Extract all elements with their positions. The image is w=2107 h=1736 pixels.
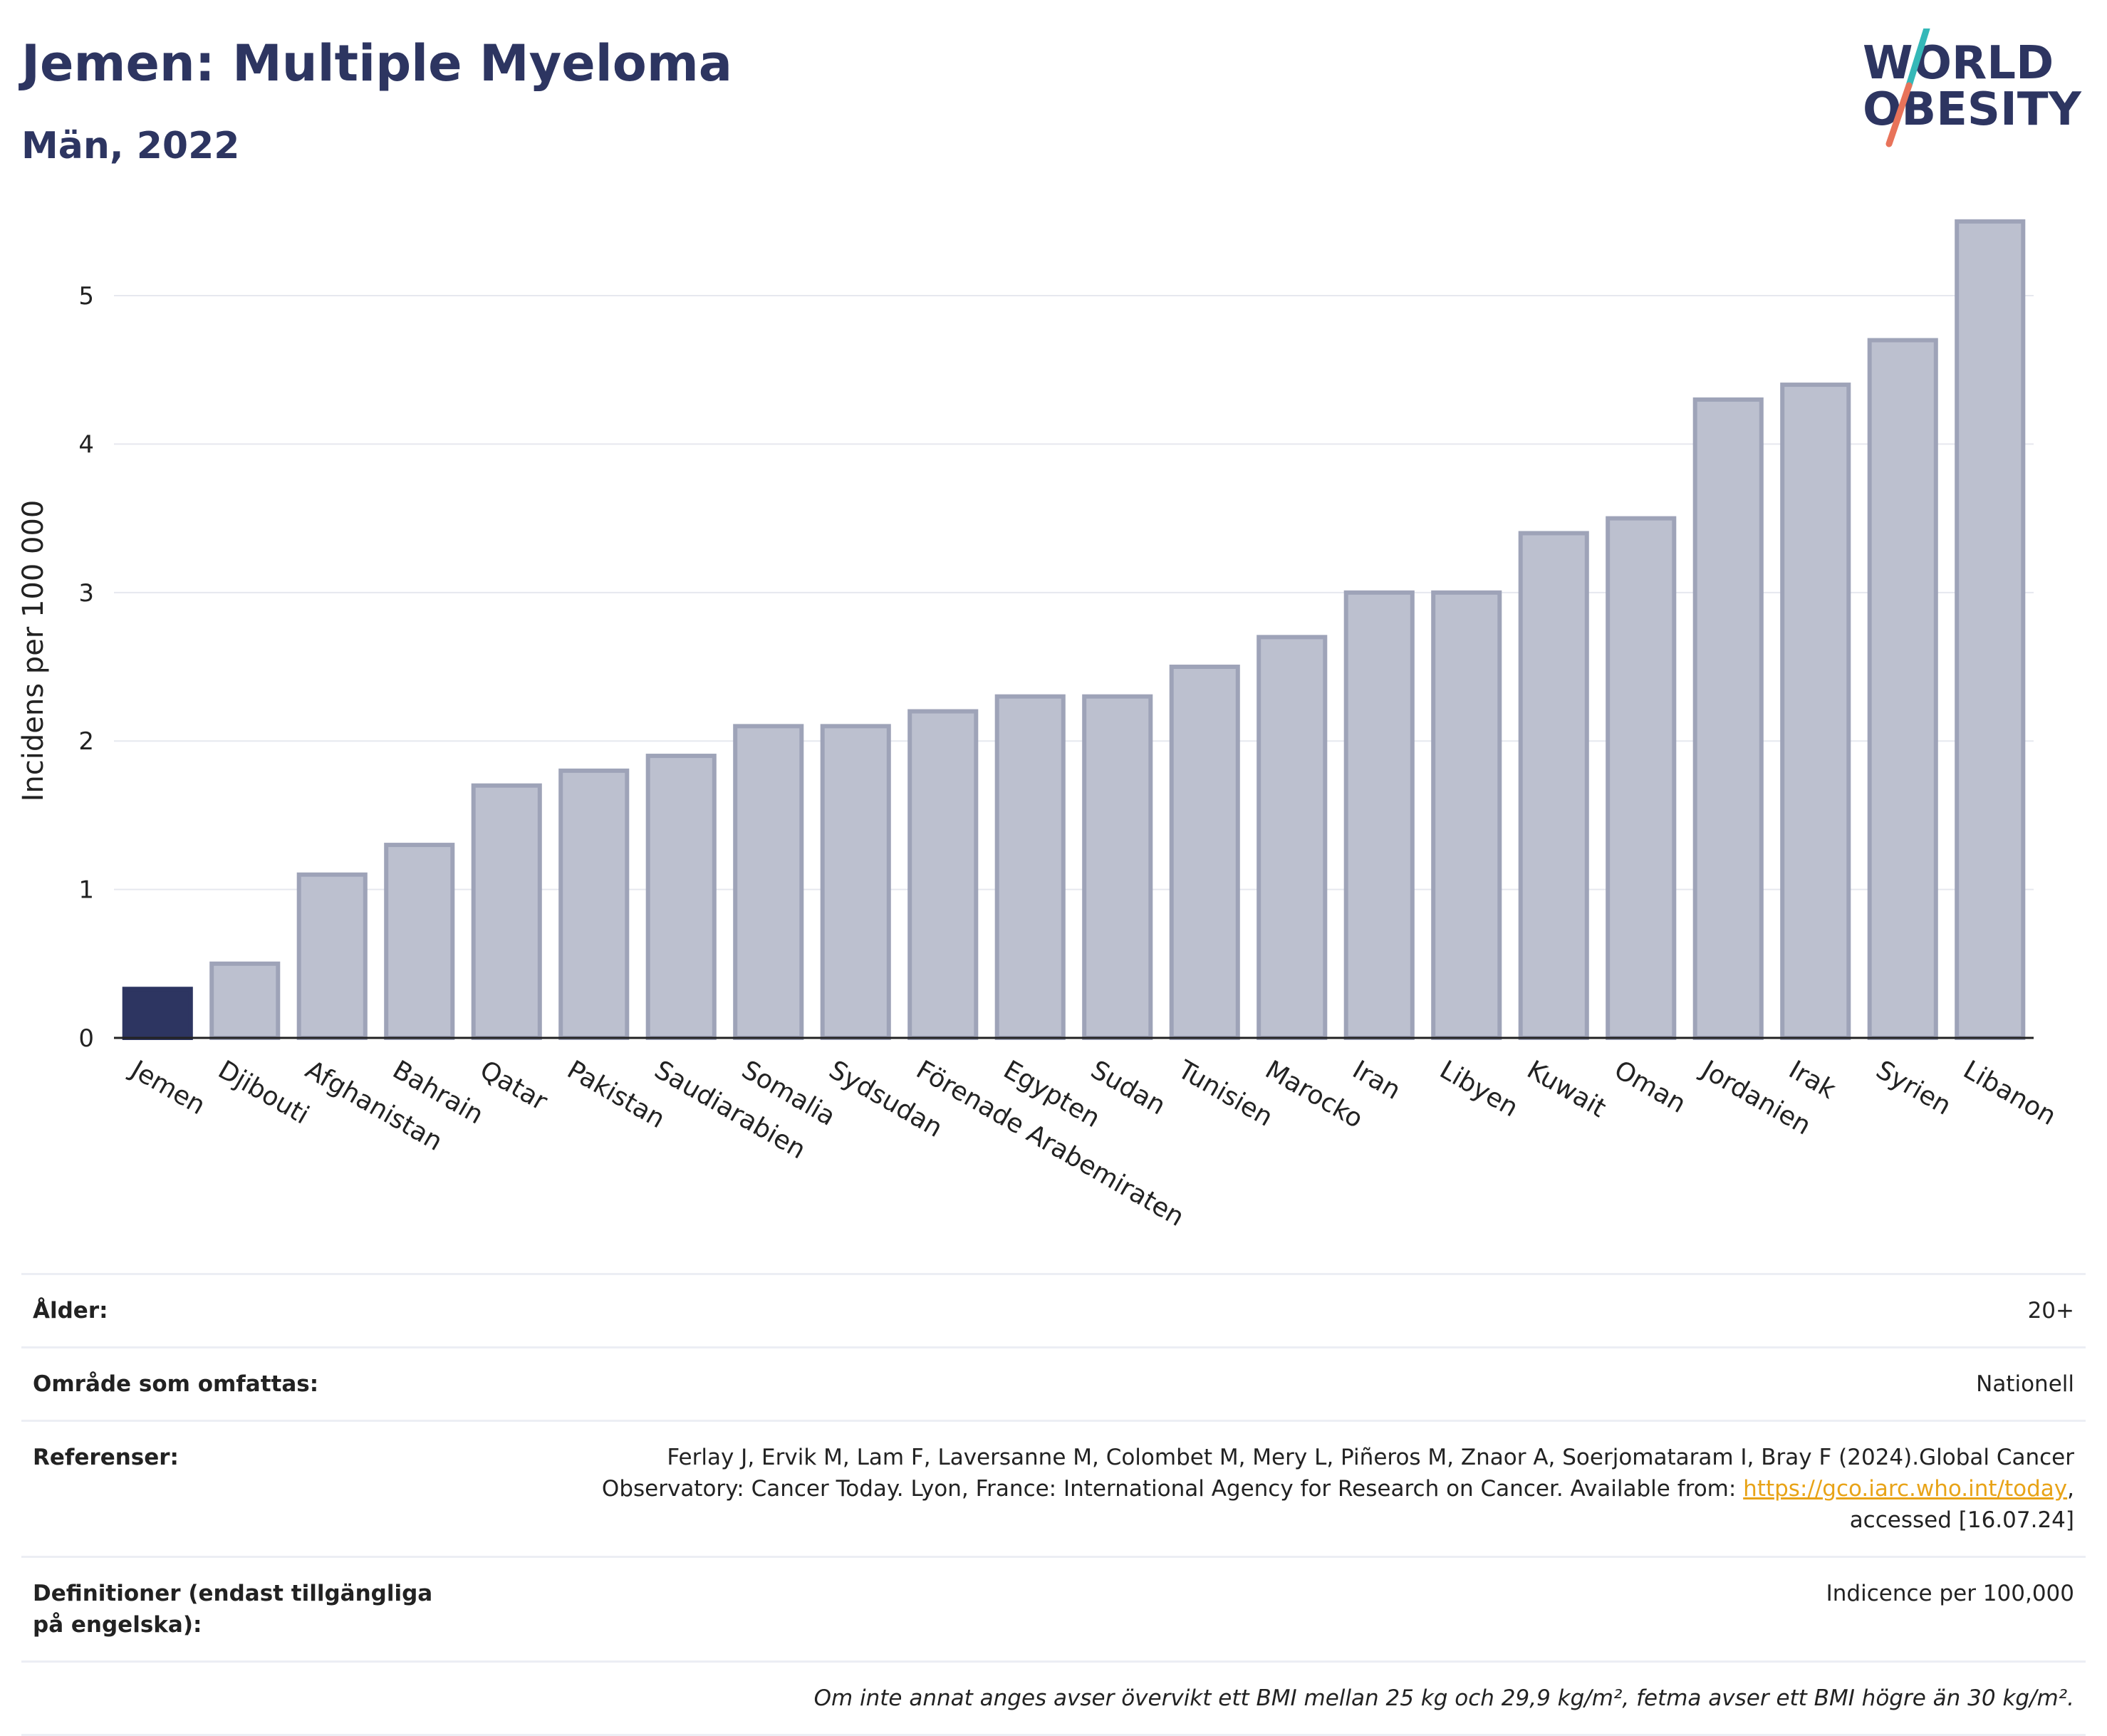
bar-sydsudan	[820, 724, 891, 1040]
bar-tunisien	[1169, 665, 1240, 1040]
x-tick-label: Jemen	[125, 1054, 210, 1121]
references-link[interactable]: https://gco.iarc.who.int/today	[1743, 1476, 2068, 1502]
bar-förenade-arabemiraten	[907, 709, 979, 1040]
page-title: Jemen: Multiple Myeloma	[21, 34, 733, 93]
info-row-age: Ålder: 20+	[21, 1273, 2086, 1346]
bar-irak	[1780, 383, 1851, 1041]
x-tick-label: Kuwait	[1522, 1055, 1611, 1123]
bar-marocko	[1257, 635, 1328, 1040]
info-table: Ålder: 20+ Område som omfattas: Nationel…	[21, 1273, 2086, 1736]
y-tick-label: 1	[78, 876, 94, 905]
bar-libyen	[1431, 590, 1502, 1040]
world-obesity-logo: WORLD OBESITY	[1852, 25, 2087, 157]
y-tick-label: 4	[78, 430, 94, 459]
references-value: Ferlay J, Ervik M, Lam F, Laversanne M, …	[489, 1442, 2074, 1536]
x-tick-label: Marocko	[1260, 1055, 1368, 1134]
references-text-1: Ferlay J, Ervik M, Lam F, Laversanne M, …	[667, 1445, 2074, 1470]
info-row-footnote: Om inte annat anges avser övervikt ett B…	[21, 1660, 2086, 1736]
references-label: Referenser:	[33, 1445, 179, 1470]
bar-oman	[1606, 516, 1677, 1040]
y-tick-label: 2	[78, 727, 94, 756]
x-tick-label: Irak	[1784, 1055, 1841, 1105]
area-label: Område som omfattas:	[33, 1371, 319, 1397]
bar-qatar	[471, 783, 542, 1040]
x-tick-label: Libanon	[1958, 1055, 2061, 1131]
x-tick-label: Iran	[1348, 1055, 1405, 1106]
x-tick-label: Pakistan	[562, 1055, 670, 1134]
x-tick-label: Tunisien	[1172, 1055, 1278, 1133]
x-tick-label: Saudiarabien	[650, 1055, 811, 1165]
logo-slash-top	[1905, 25, 1930, 89]
bars	[122, 219, 2026, 1041]
bar-jemen	[122, 987, 193, 1040]
bar-djibouti	[209, 961, 281, 1041]
bar-iran	[1343, 590, 1415, 1040]
y-tick-label: 5	[78, 282, 94, 311]
info-row-definitions: Definitioner (endast tillgängliga på eng…	[21, 1556, 2086, 1660]
references-text-2: Observatory: Cancer Today. Lyon, France:…	[601, 1476, 1744, 1502]
age-value: 20+	[2027, 1298, 2074, 1324]
x-tick-label: Libyen	[1435, 1055, 1523, 1123]
bar-egypten	[994, 694, 1066, 1040]
bar-afghanistan	[296, 872, 368, 1041]
bar-jordanien	[1692, 397, 1764, 1040]
bar-somalia	[733, 724, 804, 1040]
references-text-4: accessed [16.07.24]	[1849, 1507, 2074, 1533]
definitions-value: Indicence per 100,000	[1826, 1581, 2074, 1606]
bar-pakistan	[558, 768, 630, 1041]
definitions-label: Definitioner (endast tillgängliga på eng…	[33, 1581, 433, 1638]
page-subtitle: Män, 2022	[21, 125, 240, 167]
references-text-3: ,	[2067, 1476, 2074, 1502]
bar-sudan	[1082, 694, 1153, 1040]
info-row-references: Referenser: Ferlay J, Ervik M, Lam F, La…	[21, 1420, 2086, 1556]
x-tick-label: Djibouti	[213, 1055, 313, 1130]
bar-kuwait	[1518, 531, 1589, 1040]
bar-saudiarabien	[645, 754, 717, 1041]
logo-slash-bottom	[1885, 82, 1913, 147]
footnote: Om inte annat anges avser övervikt ett B…	[813, 1685, 2074, 1711]
bar-libanon	[1955, 219, 2026, 1041]
logo-line-1: WORLD	[1863, 37, 2054, 90]
bar-bahrain	[384, 843, 455, 1040]
bar-syrien	[1867, 338, 1938, 1040]
y-axis-label: Incidens per 100 000	[17, 500, 50, 802]
bar-chart: 0 1 2 3 4 5 Jemen Djibouti Afghanistan Bahrain Qat…	[0, 178, 2107, 1247]
x-tick-label: Syrien	[1871, 1055, 1956, 1121]
x-tick-label: Oman	[1609, 1055, 1690, 1119]
age-label: Ålder:	[33, 1298, 108, 1324]
y-tick-label: 0	[78, 1024, 94, 1053]
info-row-area: Område som omfattas: Nationell	[21, 1346, 2086, 1420]
area-value: Nationell	[1976, 1371, 2074, 1397]
y-tick-label: 3	[78, 579, 94, 608]
